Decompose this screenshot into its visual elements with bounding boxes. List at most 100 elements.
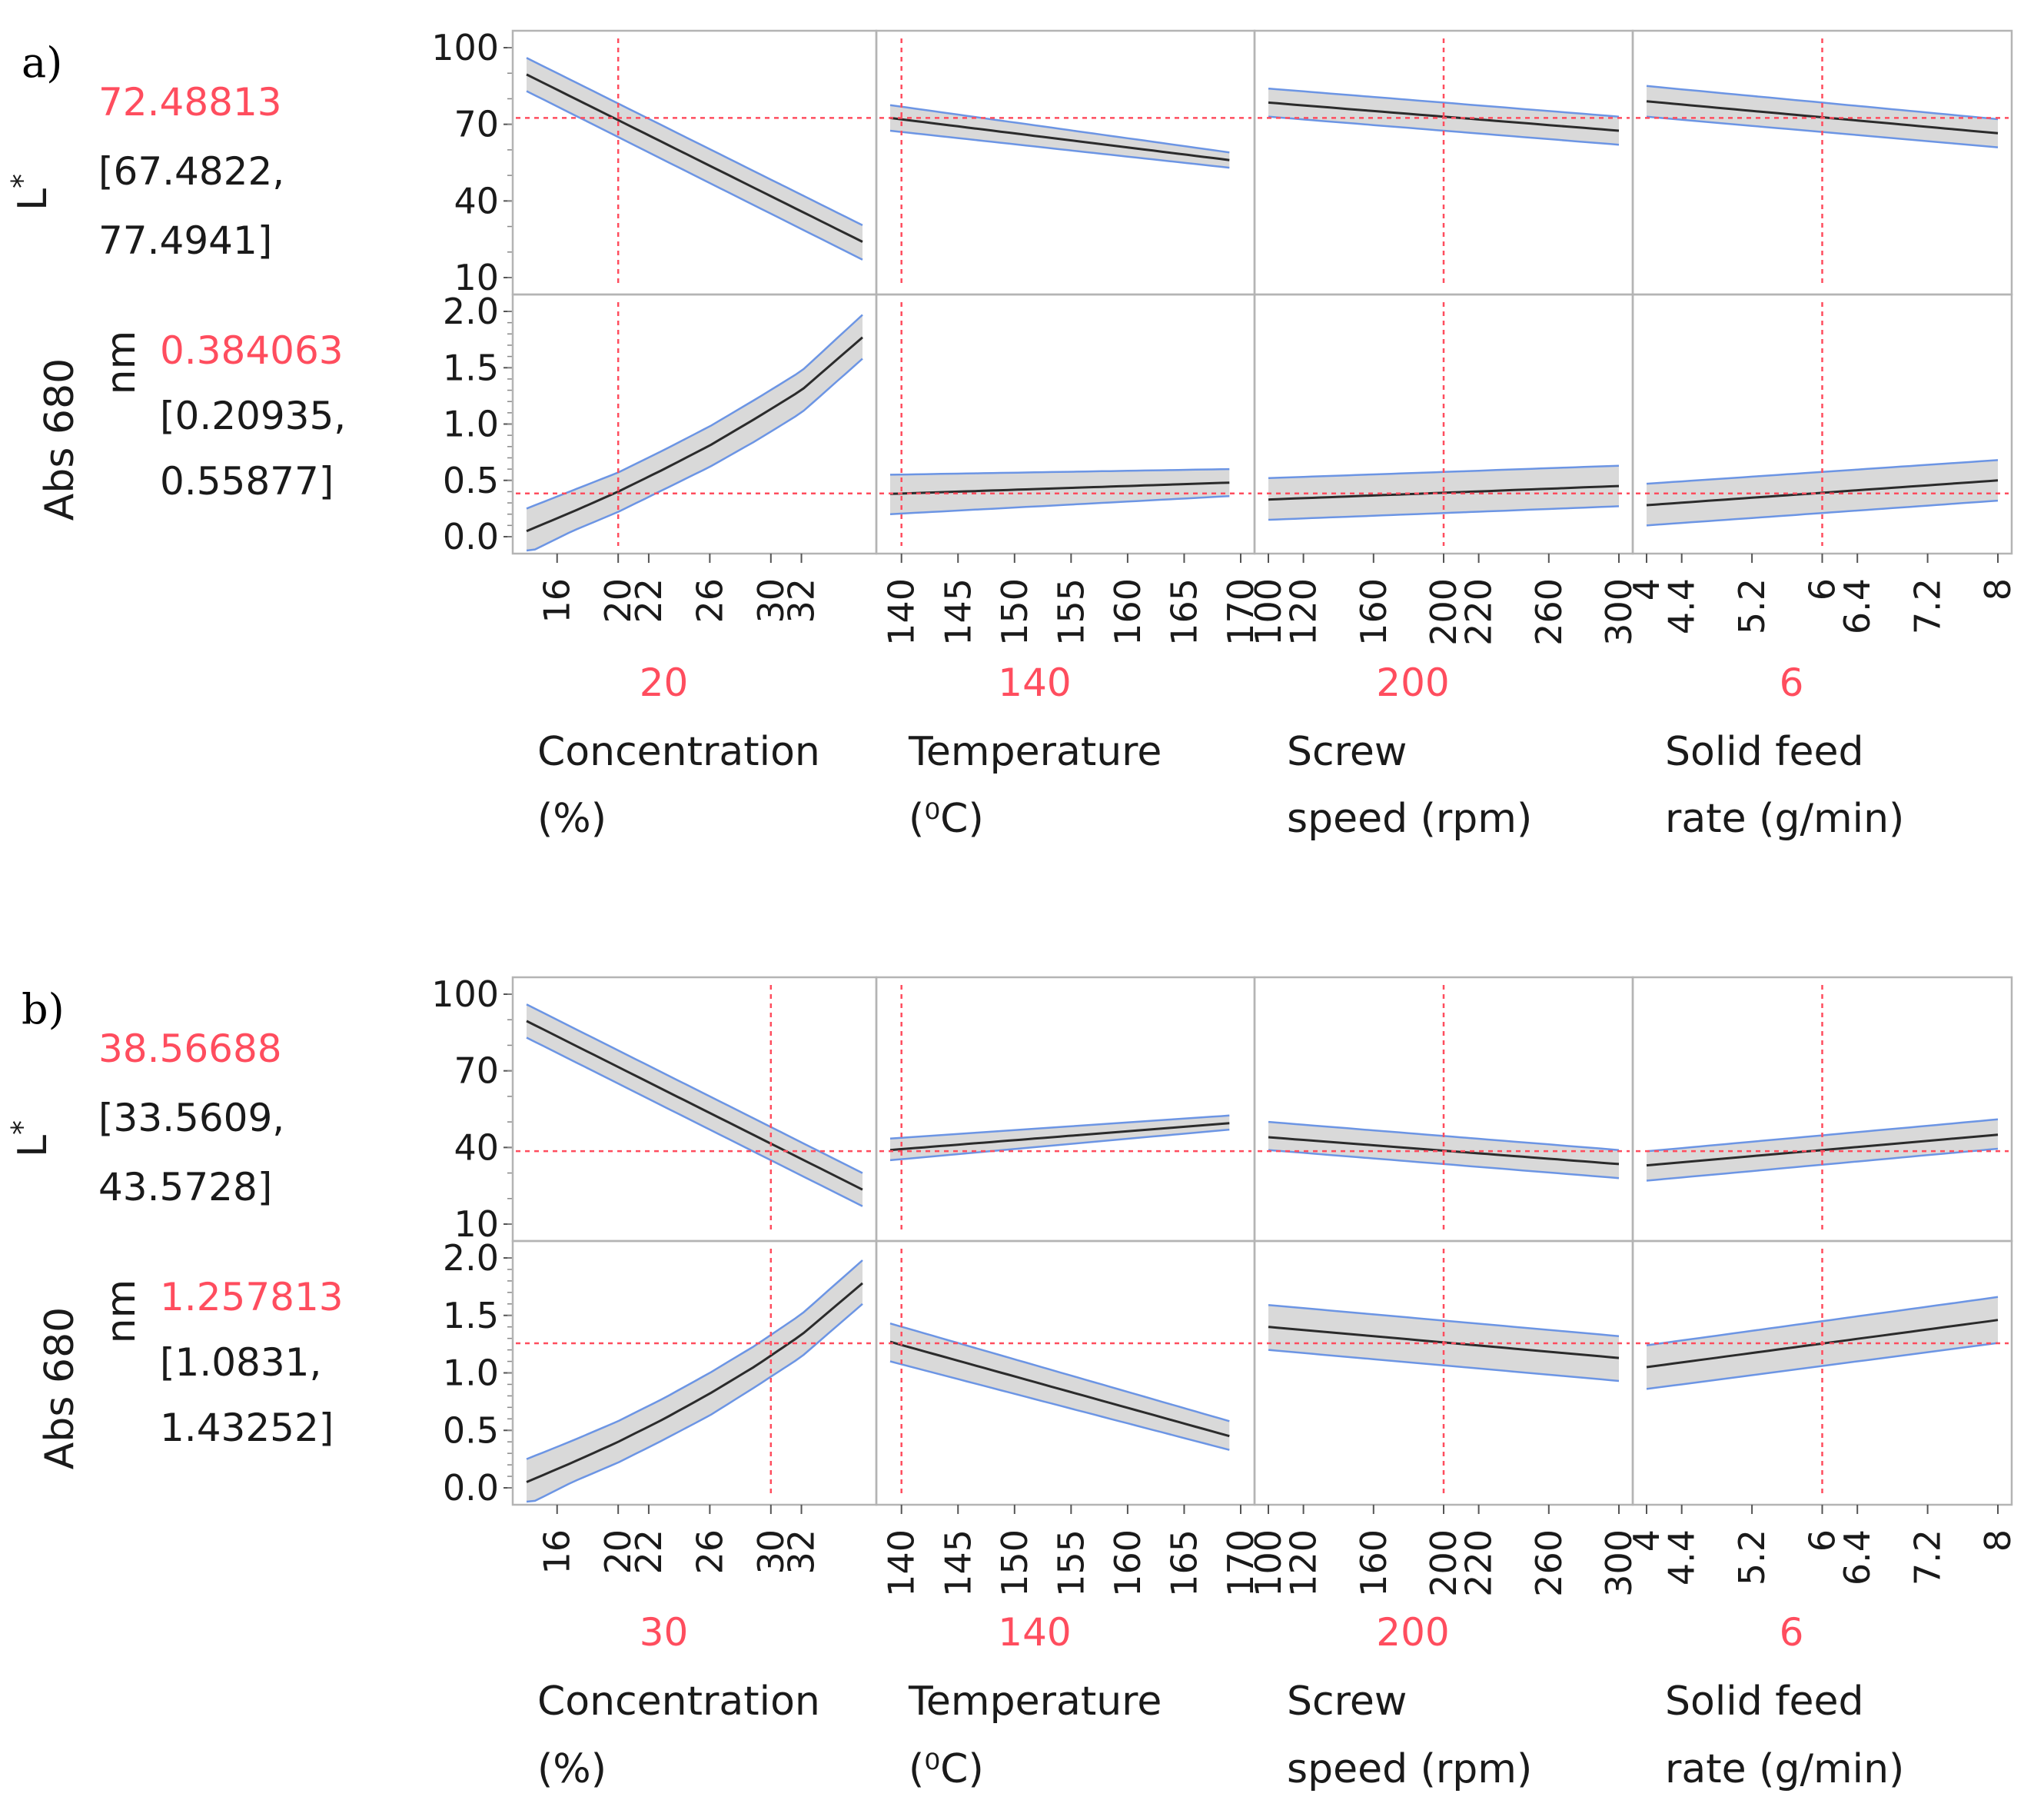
factor-name: Temperature	[908, 729, 1162, 775]
prediction-trace	[889, 481, 1230, 495]
confidence-band	[890, 1115, 1230, 1160]
factor-3: 6 Solid feed rate (g/min)	[1665, 660, 1904, 842]
response-row-lstar: L* 38.56688 [33.5609, 43.5728] 100 70 40 10	[5, 973, 2013, 1245]
x-tick-label: 150	[994, 1529, 1035, 1597]
upper-ci-line	[1268, 1304, 1620, 1337]
factor-1: 140 Temperature (⁰C)	[908, 1610, 1162, 1792]
prediction-trace	[1646, 1133, 1999, 1167]
factor-2: 200 Screw speed (rpm)	[1287, 660, 1532, 842]
panel-label: a)	[22, 38, 62, 87]
x-tick-label: 200	[1423, 1529, 1464, 1597]
response-name-sup: *	[5, 1120, 39, 1135]
x-tick-label: 6	[1802, 578, 1843, 601]
upper-ci-line	[889, 467, 1230, 476]
panel-1: 140 145 150 155 160 165 170	[875, 293, 1261, 646]
upper-ci-line	[889, 1322, 1230, 1422]
upper-ci-line	[526, 1259, 863, 1460]
confidence-band	[527, 1260, 862, 1502]
upper-ci-line	[889, 104, 1230, 154]
factor-name: Solid feed	[1665, 729, 1864, 775]
x-tick-label: 165	[1163, 578, 1205, 646]
upper-ci-line	[526, 1003, 863, 1174]
panel-frame	[875, 293, 1256, 555]
factor-1: 140 Temperature (⁰C)	[908, 660, 1162, 842]
y-tick-label: 0.0	[443, 1467, 499, 1509]
x-tick-label: 260	[1528, 578, 1570, 646]
factor-current-value: 200	[1376, 660, 1449, 705]
current-value: 1.257813	[160, 1275, 344, 1319]
factor-name: Temperature	[908, 1679, 1162, 1725]
x-tick-label: 32	[781, 1529, 823, 1575]
factor-current-value: 6	[1780, 660, 1804, 705]
interval-lower: [0.20935,	[160, 394, 346, 438]
factor-name-line2: speed (rpm)	[1287, 796, 1532, 842]
current-value: 0.384063	[160, 328, 344, 373]
y-tick-label: 0.0	[443, 516, 499, 557]
panel-1: 140 145 150 155 160 165 170	[875, 1239, 1261, 1597]
x-tick-label: 140	[881, 1529, 922, 1597]
factor-name-line2: (%)	[537, 796, 607, 842]
lower-ci-line	[1646, 499, 1999, 527]
prediction-trace	[889, 1340, 1230, 1438]
x-tick-label: 145	[937, 1529, 979, 1597]
interval-upper: 0.55877]	[160, 459, 334, 504]
factor-current-value: 6	[1780, 1610, 1804, 1655]
x-tick-label: 6.4	[1836, 578, 1878, 634]
x-tick-label: 160	[1353, 1529, 1394, 1597]
x-tick-label: 220	[1458, 578, 1500, 646]
x-tick-label: 22	[628, 578, 670, 624]
response-name-unit: nm	[98, 1279, 145, 1344]
lower-ci-line	[889, 1128, 1230, 1162]
factor-name-line2: rate (g/min)	[1665, 1746, 1904, 1792]
lower-ci-line	[889, 1360, 1230, 1451]
lower-ci-line	[1268, 1349, 1620, 1382]
response-name-main: L	[10, 188, 56, 211]
x-tick-label: 5.2	[1731, 1529, 1773, 1585]
lower-ci-line	[526, 1303, 863, 1503]
response-name-main: L	[10, 1135, 56, 1157]
factor-current-value: 140	[998, 1610, 1071, 1655]
factor-name: Solid feed	[1665, 1679, 1864, 1725]
y-tick-label: 100	[431, 27, 499, 68]
panel-3: 44.4 5.2 66.4 7.2 8	[1626, 1239, 2019, 1585]
y-tick-label: 40	[454, 180, 499, 221]
interval-upper: 77.4941]	[98, 218, 272, 263]
confidence-band	[890, 1323, 1230, 1450]
x-tick-label: 4	[1626, 1529, 1667, 1552]
panel-3	[1631, 976, 2013, 1243]
prediction-trace	[526, 1020, 863, 1191]
interval-lower: [1.0831,	[160, 1340, 321, 1385]
x-tick-label: 8	[1977, 578, 2019, 601]
response-row-abs680: Abs 680 nm 1.257813 [1.0831, 1.43252] 2.0 1.5 1…	[37, 1237, 2019, 1597]
x-tick-label: 8	[1977, 1529, 2019, 1552]
x-tick-label: 100	[1248, 1529, 1289, 1597]
response-name-unit: nm	[98, 331, 145, 395]
x-tick-label: 20	[597, 578, 639, 624]
x-tick-label: 300	[1598, 578, 1640, 646]
x-tick-label: 4	[1626, 578, 1667, 601]
factor-name: Screw	[1287, 729, 1407, 775]
factor-name-line2: (⁰C)	[909, 1746, 984, 1792]
lower-ci-line	[526, 90, 863, 261]
factor-2: 200 Screw speed (rpm)	[1287, 1610, 1532, 1792]
response-name: Abs 680	[37, 358, 83, 521]
factor-current-value: 200	[1376, 1610, 1449, 1655]
response-name-sup: *	[5, 174, 39, 188]
y-tick-label: 100	[431, 973, 499, 1015]
upper-ci-line	[1268, 87, 1620, 118]
interval-upper: 43.5728]	[98, 1165, 272, 1209]
panel-3: 44.4 5.2 66.4 7.2 8	[1626, 293, 2019, 634]
confidence-band	[890, 105, 1230, 168]
x-tick-label: 260	[1528, 1529, 1570, 1597]
factor-name-line2: rate (g/min)	[1665, 796, 1904, 842]
x-tick-label: 200	[1423, 578, 1464, 646]
x-tick-label: 300	[1598, 1529, 1640, 1597]
y-tick-label: 1.5	[443, 1295, 499, 1336]
confidence-band	[527, 314, 862, 551]
upper-ci-line	[526, 57, 863, 227]
panel-2	[1253, 976, 1634, 1243]
x-tick-label: 30	[750, 578, 792, 624]
